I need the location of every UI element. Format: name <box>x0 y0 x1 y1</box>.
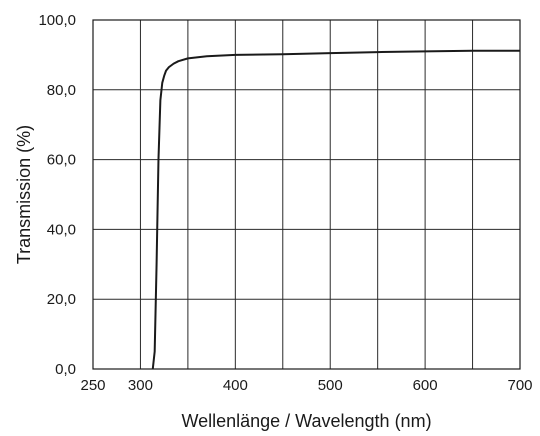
y-axis-label: Transmission (%) <box>14 125 34 264</box>
x-tick-label: 400 <box>223 377 248 394</box>
y-tick-label: 60,0 <box>47 152 76 169</box>
x-tick-label: 600 <box>413 377 438 394</box>
x-tick-label: 700 <box>507 377 532 394</box>
y-tick-label: 80,0 <box>47 82 76 99</box>
y-tick-label: 40,0 <box>47 221 76 238</box>
y-tick-label: 0,0 <box>55 361 76 378</box>
plot-frame <box>92 19 521 370</box>
y-tick-labels: 0,0 20,0 40,0 60,0 80,0 100,0 <box>38 12 76 378</box>
y-tick-label: 20,0 <box>47 291 76 308</box>
x-tick-labels: 250 300 400 500 600 700 <box>80 377 532 394</box>
x-axis-label: Wellenlänge / Wavelength (nm) <box>181 411 431 431</box>
x-tick-label: 250 <box>80 377 105 394</box>
y-tick-label: 100,0 <box>38 12 76 29</box>
x-tick-label: 500 <box>318 377 343 394</box>
series-line <box>151 49 520 370</box>
x-tick-label: 300 <box>128 377 153 394</box>
